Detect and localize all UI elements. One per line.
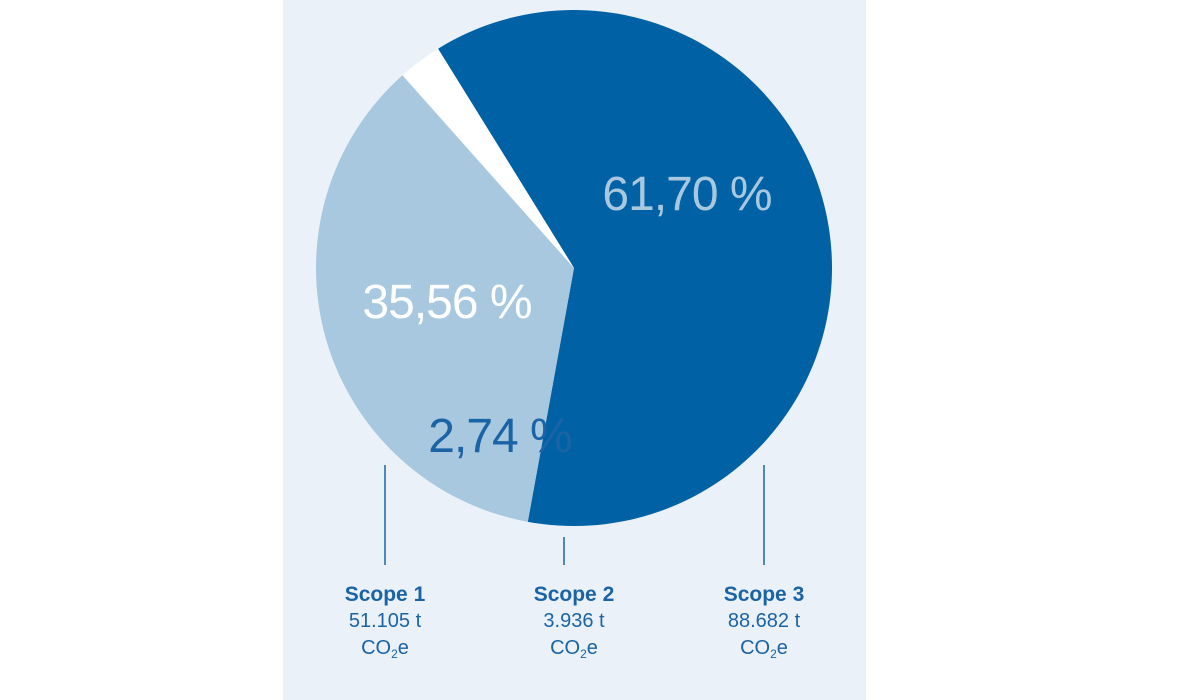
scope-2-name: Scope 2 — [533, 583, 615, 606]
scope-3-percentage-label: 61,70 % — [602, 168, 771, 221]
scope-1-percentage-label: 35,56 % — [362, 276, 531, 329]
scope-3-name: Scope 3 — [723, 583, 805, 606]
scope-3-unit: CO2e — [740, 637, 788, 661]
scope-2-unit: CO2e — [550, 637, 598, 661]
percentage-labels: 35,56 % 2,74 % 61,70 % — [362, 168, 772, 463]
scope-1-slice — [315, 75, 574, 522]
scope-1-unit: CO2e — [361, 637, 409, 661]
scope-2-slice — [402, 48, 574, 269]
scope-2-legend: Scope 2 3.936 t CO2e — [494, 581, 654, 668]
scope-3-amount: 88.682 t — [727, 610, 801, 632]
pie-slices — [315, 10, 833, 527]
scope-1-legend: Scope 1 51.105 t CO2e — [305, 581, 465, 668]
scope-3-legend: Scope 3 88.682 t CO2e — [684, 581, 844, 668]
scope-3-slice — [438, 10, 833, 527]
scope-2-percentage-label: 2,74 % — [428, 410, 571, 463]
scope-1-name: Scope 1 — [344, 583, 426, 606]
scope-1-amount: 51.105 t — [348, 610, 422, 632]
scope-2-amount: 3.936 t — [543, 610, 605, 632]
leader-lines — [384, 465, 765, 565]
